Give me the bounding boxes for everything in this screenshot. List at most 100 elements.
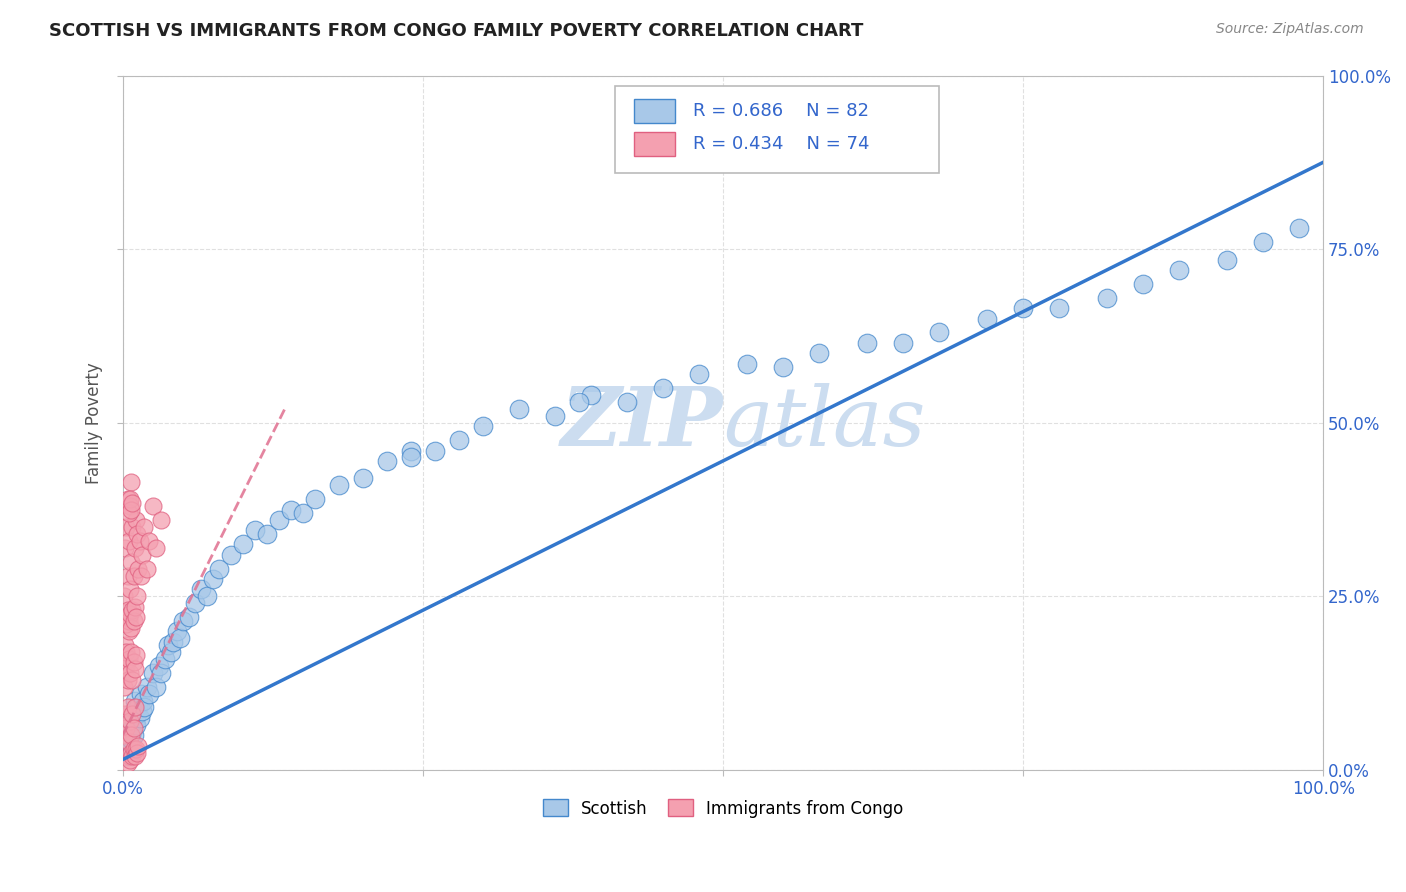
Point [148, 658, 170, 673]
Point [135, 561, 157, 575]
Point [118, 714, 141, 729]
Point [127, 746, 149, 760]
Point [131, 704, 153, 718]
Point [120, 746, 142, 760]
Point [1288, 221, 1310, 235]
Point [120, 555, 142, 569]
Point [124, 693, 146, 707]
Point [121, 603, 143, 617]
Point [127, 590, 149, 604]
Point [134, 700, 156, 714]
Point [117, 756, 139, 770]
Point [124, 714, 146, 729]
Point [190, 582, 212, 597]
Point [120, 722, 142, 736]
Point [118, 707, 141, 722]
Point [807, 346, 830, 360]
Point [153, 652, 176, 666]
FancyBboxPatch shape [634, 133, 675, 156]
Point [169, 631, 191, 645]
Point [891, 335, 914, 350]
Point [688, 367, 710, 381]
Point [118, 582, 141, 597]
Point [150, 513, 173, 527]
Point [127, 707, 149, 722]
Point [122, 728, 145, 742]
Point [267, 513, 290, 527]
Point [159, 645, 181, 659]
Point [121, 520, 143, 534]
Point [1216, 252, 1239, 267]
Point [184, 596, 207, 610]
Point [131, 548, 153, 562]
Point [115, 658, 138, 673]
Point [117, 603, 139, 617]
Point [115, 722, 138, 736]
Point [1132, 277, 1154, 291]
Point [118, 624, 141, 639]
Point [118, 735, 141, 749]
Point [118, 607, 141, 621]
Point [115, 645, 138, 659]
Point [118, 492, 141, 507]
Point [124, 541, 146, 555]
Point [142, 665, 165, 680]
Point [256, 527, 278, 541]
Point [114, 541, 136, 555]
Point [304, 492, 326, 507]
Point [125, 718, 148, 732]
Point [120, 621, 142, 635]
Point [121, 714, 143, 729]
Point [118, 714, 141, 729]
Point [243, 524, 266, 538]
Point [117, 492, 139, 507]
Point [118, 749, 141, 764]
Point [1168, 263, 1191, 277]
Point [208, 561, 231, 575]
Y-axis label: Family Poverty: Family Poverty [86, 362, 103, 483]
Point [118, 753, 141, 767]
Point [117, 568, 139, 582]
Point [735, 357, 758, 371]
Point [423, 443, 446, 458]
Point [138, 687, 160, 701]
Point [115, 610, 138, 624]
Point [544, 409, 567, 423]
Point [128, 533, 150, 548]
Point [399, 443, 422, 458]
Point [352, 471, 374, 485]
Point [112, 728, 135, 742]
Point [127, 561, 149, 575]
Point [125, 610, 148, 624]
Point [928, 326, 950, 340]
Point [121, 495, 143, 509]
Point [129, 568, 152, 582]
Point [201, 572, 224, 586]
Point [118, 665, 141, 680]
Point [280, 502, 302, 516]
Point [115, 749, 138, 764]
Point [1012, 301, 1035, 315]
Text: atlas: atlas [723, 383, 925, 463]
Point [122, 742, 145, 756]
Point [120, 502, 142, 516]
Point [1251, 235, 1274, 250]
Point [122, 614, 145, 628]
Point [117, 673, 139, 687]
Point [121, 724, 143, 739]
Point [124, 749, 146, 764]
Point [112, 590, 135, 604]
Point [232, 537, 254, 551]
Point [447, 433, 470, 447]
Point [114, 742, 136, 756]
Point [616, 395, 638, 409]
Point [115, 728, 138, 742]
Point [135, 680, 157, 694]
Text: R = 0.434    N = 74: R = 0.434 N = 74 [693, 136, 869, 153]
Point [166, 624, 188, 639]
Point [120, 731, 142, 746]
Point [145, 541, 167, 555]
Point [120, 475, 142, 489]
Point [117, 746, 139, 760]
Point [157, 638, 180, 652]
